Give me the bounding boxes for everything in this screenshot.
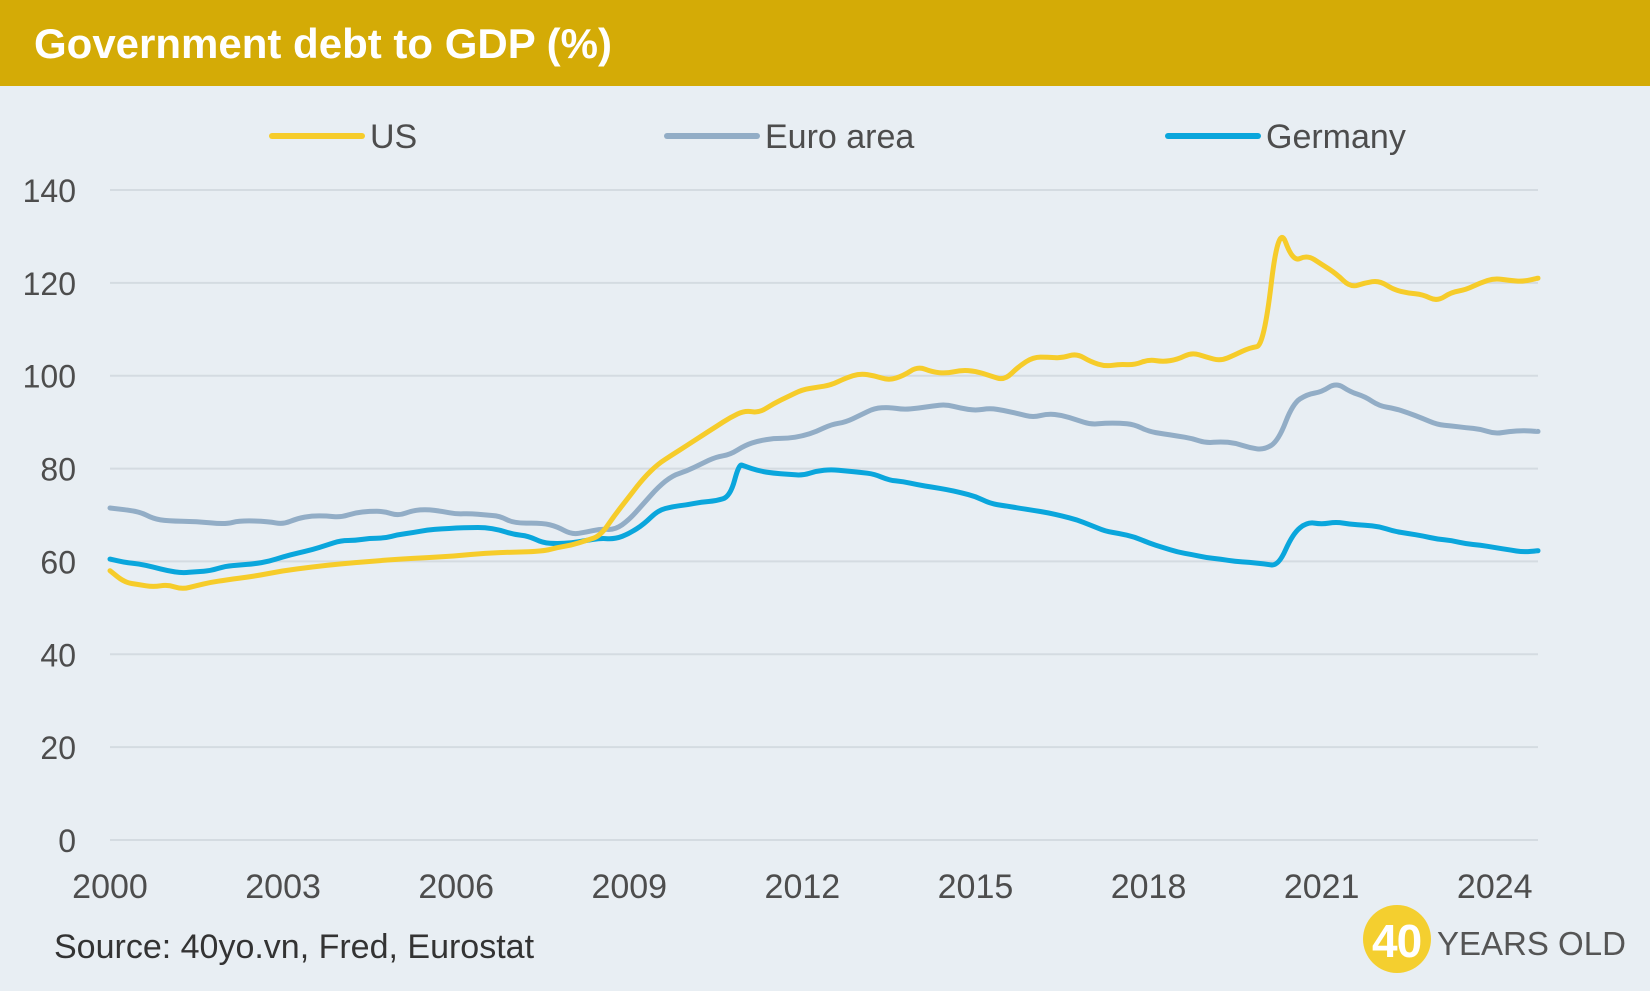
series-line-germany [107, 462, 1541, 576]
x-tick-label: 2009 [591, 868, 667, 906]
chart-title: Government debt to GDP (%) [34, 20, 612, 67]
x-tick-label: 2000 [72, 868, 148, 906]
y-tick-label: 120 [23, 266, 76, 302]
x-tick-label: 2018 [1111, 868, 1187, 906]
y-tick-label: 60 [40, 544, 76, 580]
logo-number: 40 [1372, 915, 1422, 967]
brand-logo: 40 YEARS OLD [1363, 905, 1633, 977]
legend: US Euro area Germany [269, 118, 1406, 156]
x-tick-label: 2021 [1284, 868, 1360, 906]
x-axis-ticks: 2000 2003 2006 2009 2012 2015 2018 2021 2024 [72, 868, 1532, 906]
logo-circle [1363, 905, 1431, 973]
y-tick-label: 40 [40, 637, 76, 673]
y-tick-label: 20 [40, 730, 76, 766]
legend-label: US [370, 118, 417, 156]
x-tick-label: 2012 [765, 868, 841, 906]
y-tick-label: 100 [23, 359, 76, 395]
legend-label: Germany [1266, 118, 1406, 156]
series-line-euro-area [107, 382, 1541, 537]
x-tick-label: 2003 [245, 868, 321, 906]
y-tick-label: 140 [23, 173, 76, 209]
series-lines [107, 234, 1541, 591]
x-tick-label: 2015 [938, 868, 1014, 906]
y-tick-label: 0 [58, 823, 76, 859]
title-bar: Government debt to GDP (%) [0, 0, 1650, 86]
y-tick-label: 80 [40, 452, 76, 488]
legend-label: Euro area [765, 118, 914, 156]
x-tick-label: 2006 [418, 868, 494, 906]
logo-text: YEARS OLD [1437, 925, 1626, 962]
y-axis-ticks: 0 20 40 60 80 100 120 140 [23, 173, 76, 859]
x-tick-label: 2024 [1457, 868, 1533, 906]
series-line-us [107, 234, 1541, 591]
source-note: Source: 40yo.vn, Fred, Eurostat [54, 928, 535, 966]
